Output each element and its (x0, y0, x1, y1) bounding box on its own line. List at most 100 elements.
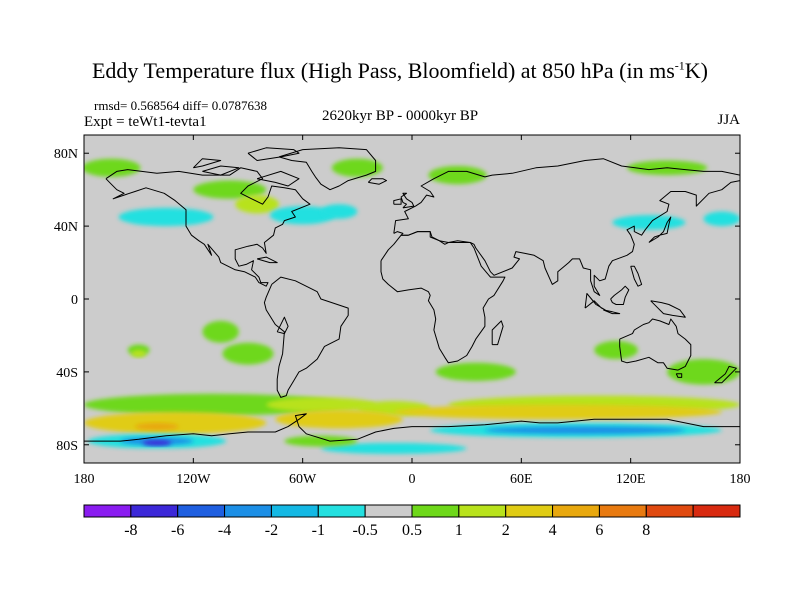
anomaly-region-32 (284, 435, 358, 447)
lat-tick-label-1: 40N (54, 220, 78, 235)
colorbar-swatch-1 (130, 504, 179, 518)
anomaly-region-2 (235, 195, 279, 214)
colorbar-label-7: 1 (455, 522, 463, 539)
coastline-21 (650, 300, 686, 318)
anomaly-region-19 (266, 397, 376, 412)
coastline-6 (675, 373, 683, 378)
anomaly-region-24 (393, 404, 722, 420)
anomaly-region-16 (667, 359, 740, 385)
colorbar-swatch-2 (177, 504, 226, 518)
colorbar-swatch-7 (411, 504, 460, 518)
anomaly-region-25 (135, 422, 179, 431)
colorbar-swatch-5 (317, 504, 366, 518)
anomaly-region-23 (275, 410, 403, 429)
colorbar-label-6: 0.5 (402, 522, 422, 539)
title-superscript: -1 (674, 58, 685, 73)
anomaly-region-8 (320, 204, 358, 219)
coastline-23 (256, 256, 278, 264)
anomaly-region-30 (142, 440, 172, 446)
colorbar-swatch-11 (598, 504, 647, 518)
experiment-label: Expt = teWt1-tevta1 (84, 114, 207, 130)
lon-tick-label-1: 120W (176, 472, 211, 487)
title-end: K) (684, 58, 708, 83)
anomaly-region-22 (84, 411, 267, 434)
coastline-3 (380, 231, 506, 364)
colorbar-swatch-8 (458, 504, 507, 518)
stats-text: rmsd= 0.568564 diff= 0.0787638 (94, 98, 267, 113)
coastline-24 (84, 413, 740, 442)
anomaly-region-3 (331, 158, 383, 177)
lon-tick-label-6: 180 (730, 472, 751, 487)
anomaly-region-18 (84, 393, 340, 416)
colorbar-swatch-9 (505, 504, 554, 518)
colorbar-swatch-13 (692, 504, 741, 518)
anomaly-region-6 (118, 207, 214, 227)
anomaly-region-15 (594, 340, 638, 360)
lon-tick-label-5: 120E (616, 472, 646, 487)
colorbar-label-9: 4 (549, 522, 557, 539)
anomaly-region-9 (703, 211, 740, 227)
coastline-1 (263, 276, 349, 398)
colorbar-swatch-12 (645, 504, 694, 518)
colorbar-label-5: -0.5 (352, 522, 377, 539)
lon-tick-label-2: 60W (289, 472, 317, 487)
anomaly-region-27 (484, 426, 686, 434)
colorbar-label-0: -8 (124, 522, 137, 539)
lon-tick-label-3: 0 (409, 472, 416, 487)
coastline-13 (276, 316, 289, 335)
coastline-12 (278, 147, 377, 191)
colorbar-label-4: -1 (312, 522, 325, 539)
colorbar-label-11: 8 (642, 522, 650, 539)
lat-tick-label-2: 0 (71, 293, 78, 308)
axis-ticks: 180 120W 60W 0 60E 120E 180 80N 40N 0 40S 80S (54, 135, 751, 487)
map-title: Eddy Temperature flux (High Pass, Bloomf… (0, 58, 800, 84)
coastline-4 (491, 320, 504, 346)
anomaly-region-17 (435, 362, 516, 381)
coastline-10 (393, 198, 402, 205)
period-label: 2620kyr BP - 0000kyr BP (322, 108, 479, 124)
lat-tick-label-3: 40S (56, 366, 78, 381)
colorbar-swatch-6 (364, 504, 413, 518)
anomaly-region-31 (320, 442, 467, 454)
coastline-19 (603, 309, 621, 315)
coastline-8 (648, 216, 672, 243)
coastline-14 (247, 147, 300, 161)
coastline-layer (84, 147, 740, 442)
anomaly-region-10 (612, 215, 686, 230)
colorbar-label-10: 6 (595, 522, 603, 539)
colorbar: -8 -6 -4 -2 -1 -0.5 0.5 1 2 4 6 8 (83, 504, 741, 539)
coastline-2 (393, 158, 740, 296)
anomaly-layer (84, 158, 740, 454)
colorbar-swatch-10 (552, 504, 600, 518)
colorbar-label-3: -2 (265, 522, 278, 539)
colorbar-label-1: -6 (171, 522, 184, 539)
colorbar-swatch-4 (270, 504, 319, 518)
anomaly-region-4 (428, 165, 487, 185)
coastline-9 (400, 192, 415, 209)
colorbar-label-2: -4 (218, 522, 231, 539)
coastline-0 (105, 167, 311, 287)
colorbar-label-8: 2 (502, 522, 510, 539)
coastline-7 (714, 365, 737, 384)
anomaly-region-13 (202, 320, 239, 343)
title-main: Eddy Temperature flux (High Pass, Bloomf… (91, 58, 675, 83)
coastline-11 (367, 178, 387, 185)
coastline-17 (256, 170, 300, 187)
coastline-22 (630, 265, 643, 287)
coastline-20 (610, 285, 630, 305)
lon-tick-label-0: 180 (74, 472, 95, 487)
anomaly-region-0 (84, 158, 141, 177)
colorbar-swatch-3 (224, 504, 272, 518)
coastline-5 (619, 318, 692, 371)
anomaly-region-12 (131, 350, 146, 358)
coastline-16 (192, 158, 222, 169)
anomaly-region-1 (193, 180, 267, 199)
lat-tick-label-0: 80N (54, 147, 78, 162)
colorbar-swatch-0 (83, 504, 132, 518)
anomaly-region-14 (222, 342, 274, 365)
coastline-15 (202, 165, 240, 176)
lat-tick-label-4: 80S (56, 439, 78, 454)
lon-tick-label-4: 60E (510, 472, 533, 487)
season-label: JJA (717, 112, 740, 128)
